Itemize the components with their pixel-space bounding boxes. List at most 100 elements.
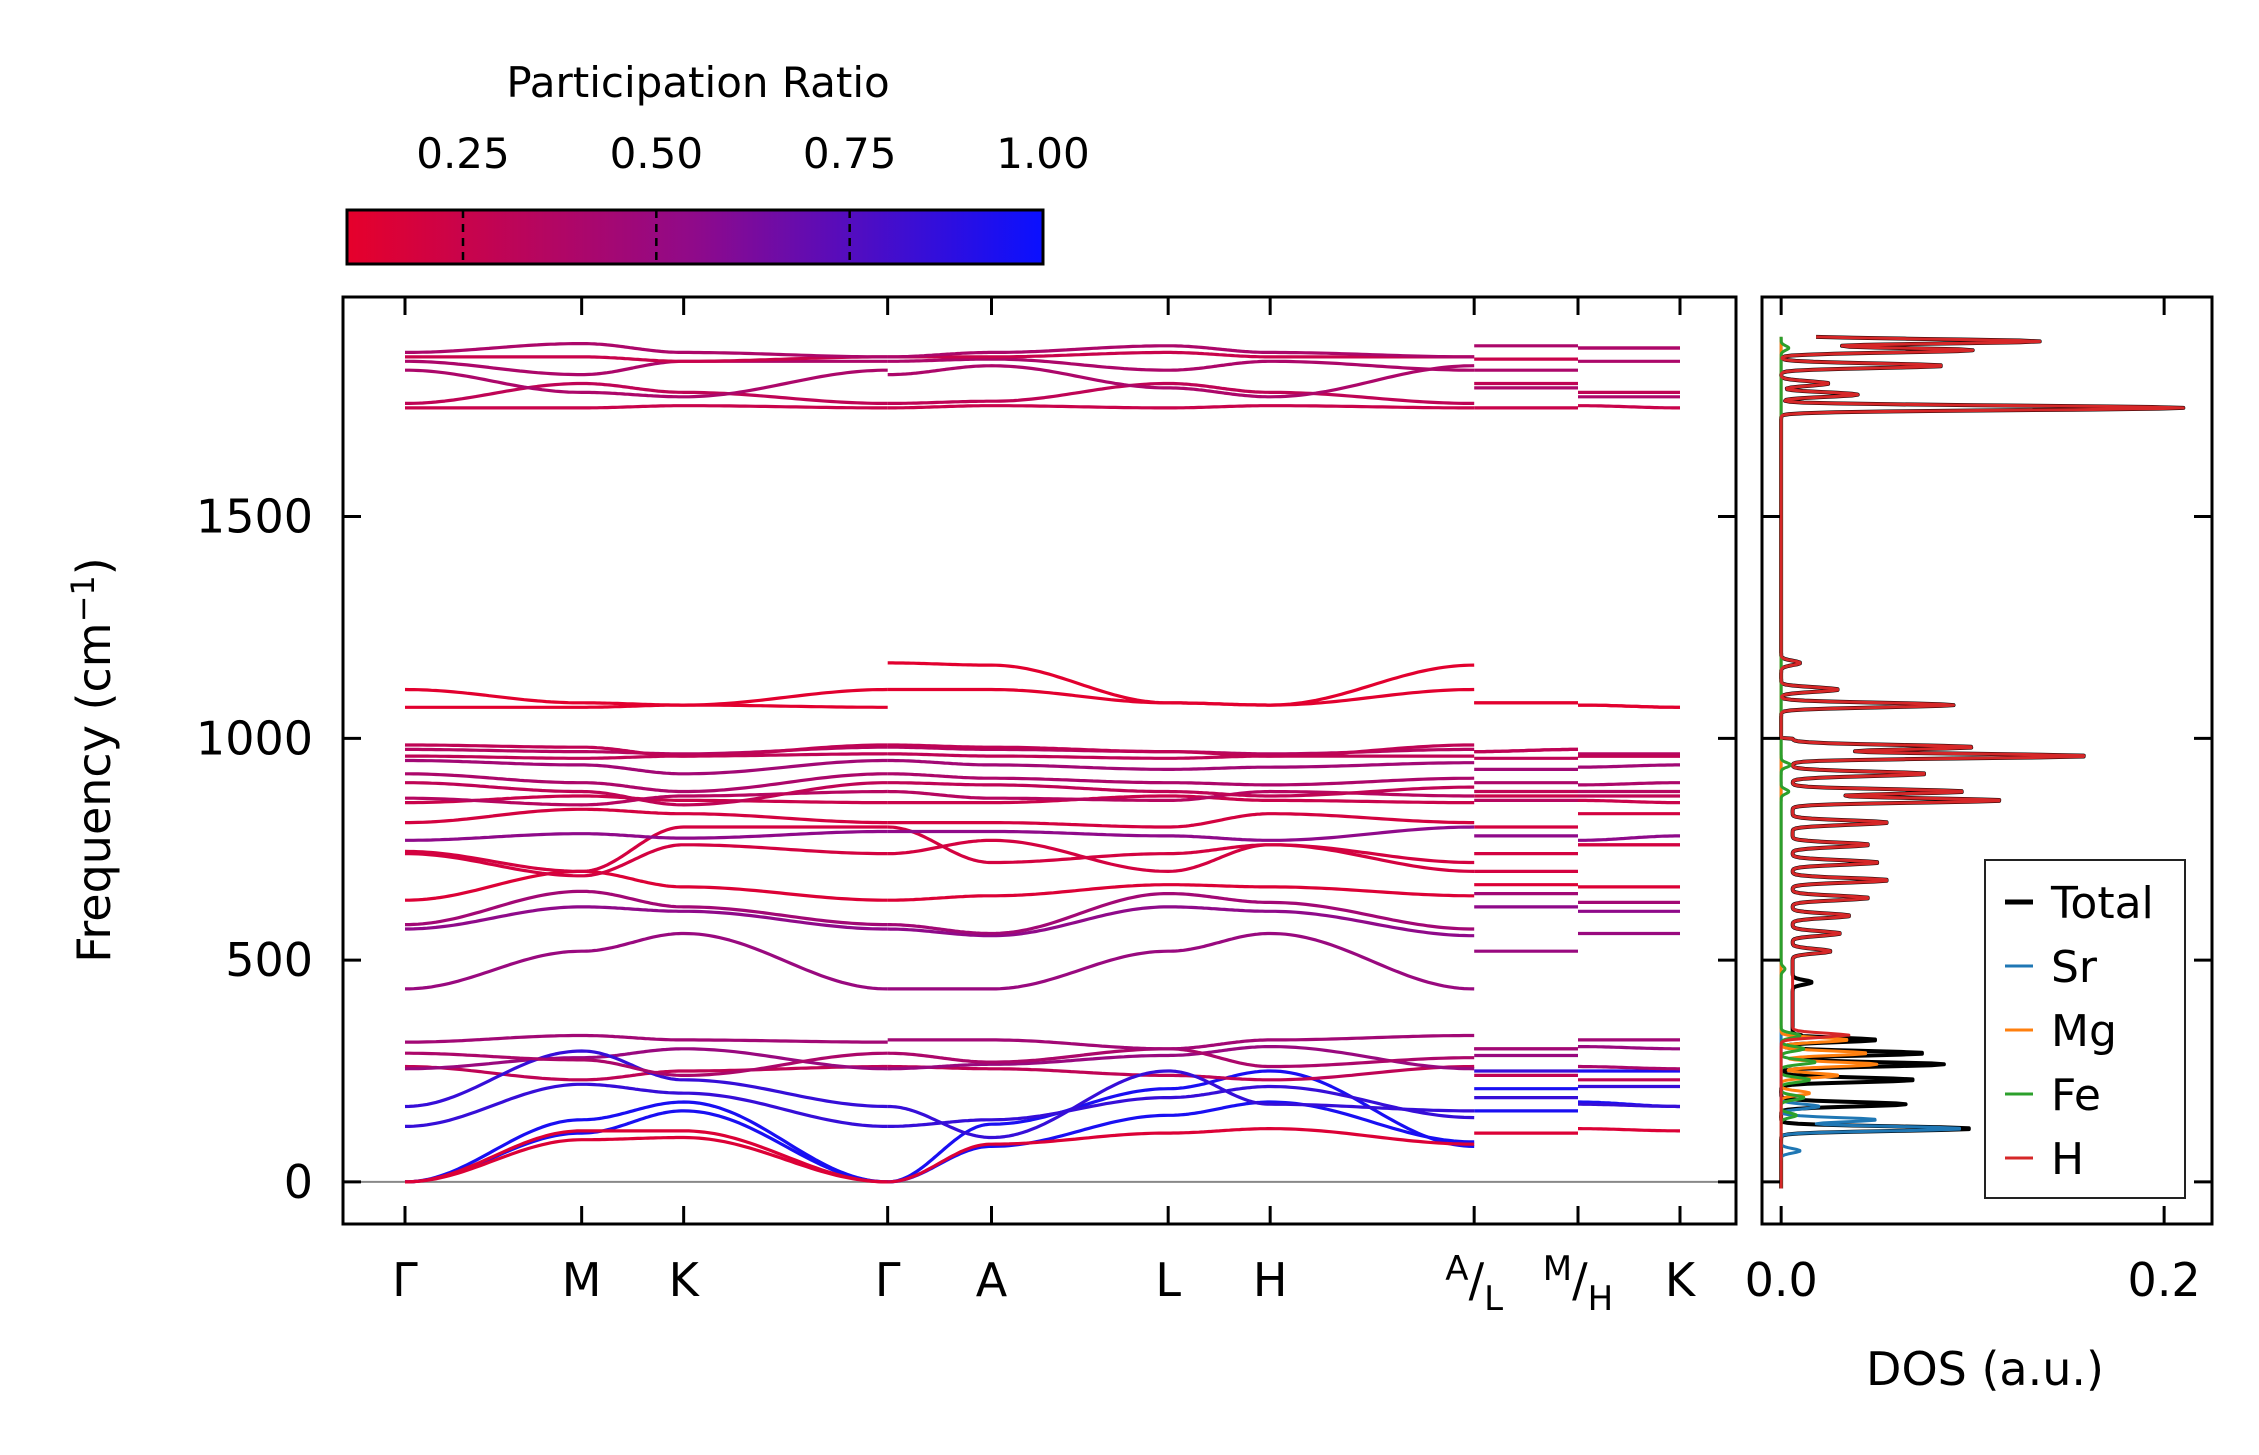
phonon-band xyxy=(887,1069,1475,1184)
phonon-band xyxy=(404,1129,888,1184)
phonon-band xyxy=(405,905,888,931)
dos-frame xyxy=(1760,295,2214,1226)
phonon-band xyxy=(1578,1126,1680,1133)
phonon-band xyxy=(405,781,888,807)
legend-label: Fe xyxy=(2051,1070,2101,1121)
phonon-band xyxy=(887,743,1475,758)
kpoint-label-separator: / xyxy=(1572,1253,1588,1307)
phonon-band xyxy=(405,355,888,363)
phonon-band xyxy=(405,703,888,709)
phonon-band xyxy=(405,381,888,405)
phonon-band xyxy=(887,1126,1475,1184)
colorbar-tick-label: 0.25 xyxy=(416,129,510,178)
phonon-band xyxy=(887,781,1475,798)
y-axis-title-exponent: −1 xyxy=(64,575,102,622)
colorbar: Participation Ratio 0.25 0.50 0.75 1.00 xyxy=(345,58,1090,266)
colorbar-title: Participation Ratio xyxy=(506,58,889,107)
phonon-band xyxy=(887,883,1475,902)
phonon-band xyxy=(887,381,1475,405)
phonon-band xyxy=(404,825,888,874)
phonon-band xyxy=(887,891,1475,936)
phonon-band xyxy=(887,931,1475,991)
phonon-band xyxy=(887,905,1475,938)
phonon-band xyxy=(1578,1044,1680,1051)
phonon-band xyxy=(887,661,1475,707)
phonon-band xyxy=(1578,404,1680,410)
legend-label: Sr xyxy=(2051,942,2098,993)
phonon-band xyxy=(887,1084,1475,1129)
phonon-band xyxy=(404,1135,888,1184)
colorbar-gradient xyxy=(345,208,1045,266)
phonon-band xyxy=(405,1033,888,1044)
phonon-band xyxy=(1578,1064,1680,1071)
phonon-band xyxy=(1578,703,1680,709)
phonon-band xyxy=(887,752,1475,760)
phonon-band xyxy=(404,1100,888,1184)
phonon-band xyxy=(1578,798,1680,805)
phonon-band xyxy=(1578,834,1680,842)
dos-panel: 0.0 0.2 DOS (a.u.) Total Sr Mg Fe H xyxy=(1745,295,2214,1396)
kpoint-label: M/H xyxy=(1543,1249,1613,1319)
phonon-band xyxy=(404,1049,888,1109)
phonon-band xyxy=(404,687,888,707)
dos-legend: Total Sr Mg Fe H xyxy=(1984,859,2186,1199)
phonon-band xyxy=(887,1100,1475,1184)
phonon-band xyxy=(405,1082,888,1129)
phonon-band xyxy=(887,344,1475,359)
phonon-bands xyxy=(404,342,1680,1184)
kpoint-label-upper: M xyxy=(1543,1249,1572,1289)
kpoint-label: A/L xyxy=(1445,1249,1503,1319)
phonon-band xyxy=(887,758,1475,772)
legend-label: Total xyxy=(2050,878,2154,929)
kpoint-label: H xyxy=(1253,1253,1288,1307)
phonon-band xyxy=(887,794,1475,805)
phonon-band xyxy=(405,359,888,377)
y-axis-title-main: Frequency (cm xyxy=(67,622,121,962)
kpoint-label: M xyxy=(562,1253,602,1307)
phonon-band xyxy=(405,829,888,842)
phonon-band xyxy=(887,364,1475,399)
phonon-band xyxy=(887,357,1475,372)
phonon-band xyxy=(405,807,888,825)
phonon-band xyxy=(405,931,888,991)
phonon-band xyxy=(405,342,888,359)
phonon-band xyxy=(887,404,1475,410)
y-axis-ticks: 0 500 1000 1500 xyxy=(196,490,1736,1209)
kpoint-label: Γ xyxy=(875,1253,901,1307)
dos-curves xyxy=(1779,334,2186,1190)
phonon-band xyxy=(404,1047,888,1071)
phonon-band xyxy=(405,404,888,410)
phonon-band xyxy=(1578,1102,1680,1109)
dispersion-frame xyxy=(341,295,1738,1226)
phonon-band xyxy=(405,368,888,399)
phonon-band xyxy=(405,758,888,776)
phonon-band xyxy=(1577,763,1680,769)
y-axis-title-close: ) xyxy=(67,557,121,575)
phonon-band xyxy=(887,1069,1475,1140)
y-tick-label: 0 xyxy=(284,1155,313,1209)
colorbar-tick-label: 0.50 xyxy=(610,129,704,178)
dos-curve-h xyxy=(1779,335,2185,1190)
dos-x-axis-title: DOS (a.u.) xyxy=(1866,1342,2104,1396)
phonon-band xyxy=(887,825,1475,865)
dos-x-tick-label: 0.0 xyxy=(1745,1253,1818,1307)
kpoint-label: K xyxy=(1665,1253,1697,1307)
kpoint-label-lower: H xyxy=(1588,1279,1614,1319)
colorbar-ticks: 0.25 0.50 0.75 1.00 xyxy=(416,129,1090,264)
phonon-band xyxy=(887,350,1475,359)
phonon-band xyxy=(887,825,1475,842)
kpoint-label-lower: L xyxy=(1484,1279,1503,1319)
kpoint-label-upper: A xyxy=(1445,1249,1468,1289)
phonon-band xyxy=(1578,781,1680,787)
phonon-band xyxy=(1474,747,1578,754)
kpoint-label: L xyxy=(1155,1253,1181,1307)
phonon-band xyxy=(887,838,1475,874)
phonon-band xyxy=(405,772,888,794)
kpoint-label: K xyxy=(669,1253,701,1307)
kpoint-label: A xyxy=(976,1253,1008,1307)
dos-y-ticks xyxy=(1762,515,2212,1184)
y-tick-label: 500 xyxy=(225,933,313,987)
kpoint-ticks: Γ M K Γ A L H A/LM/H K xyxy=(392,297,1697,1319)
phonon-band xyxy=(405,1051,888,1078)
